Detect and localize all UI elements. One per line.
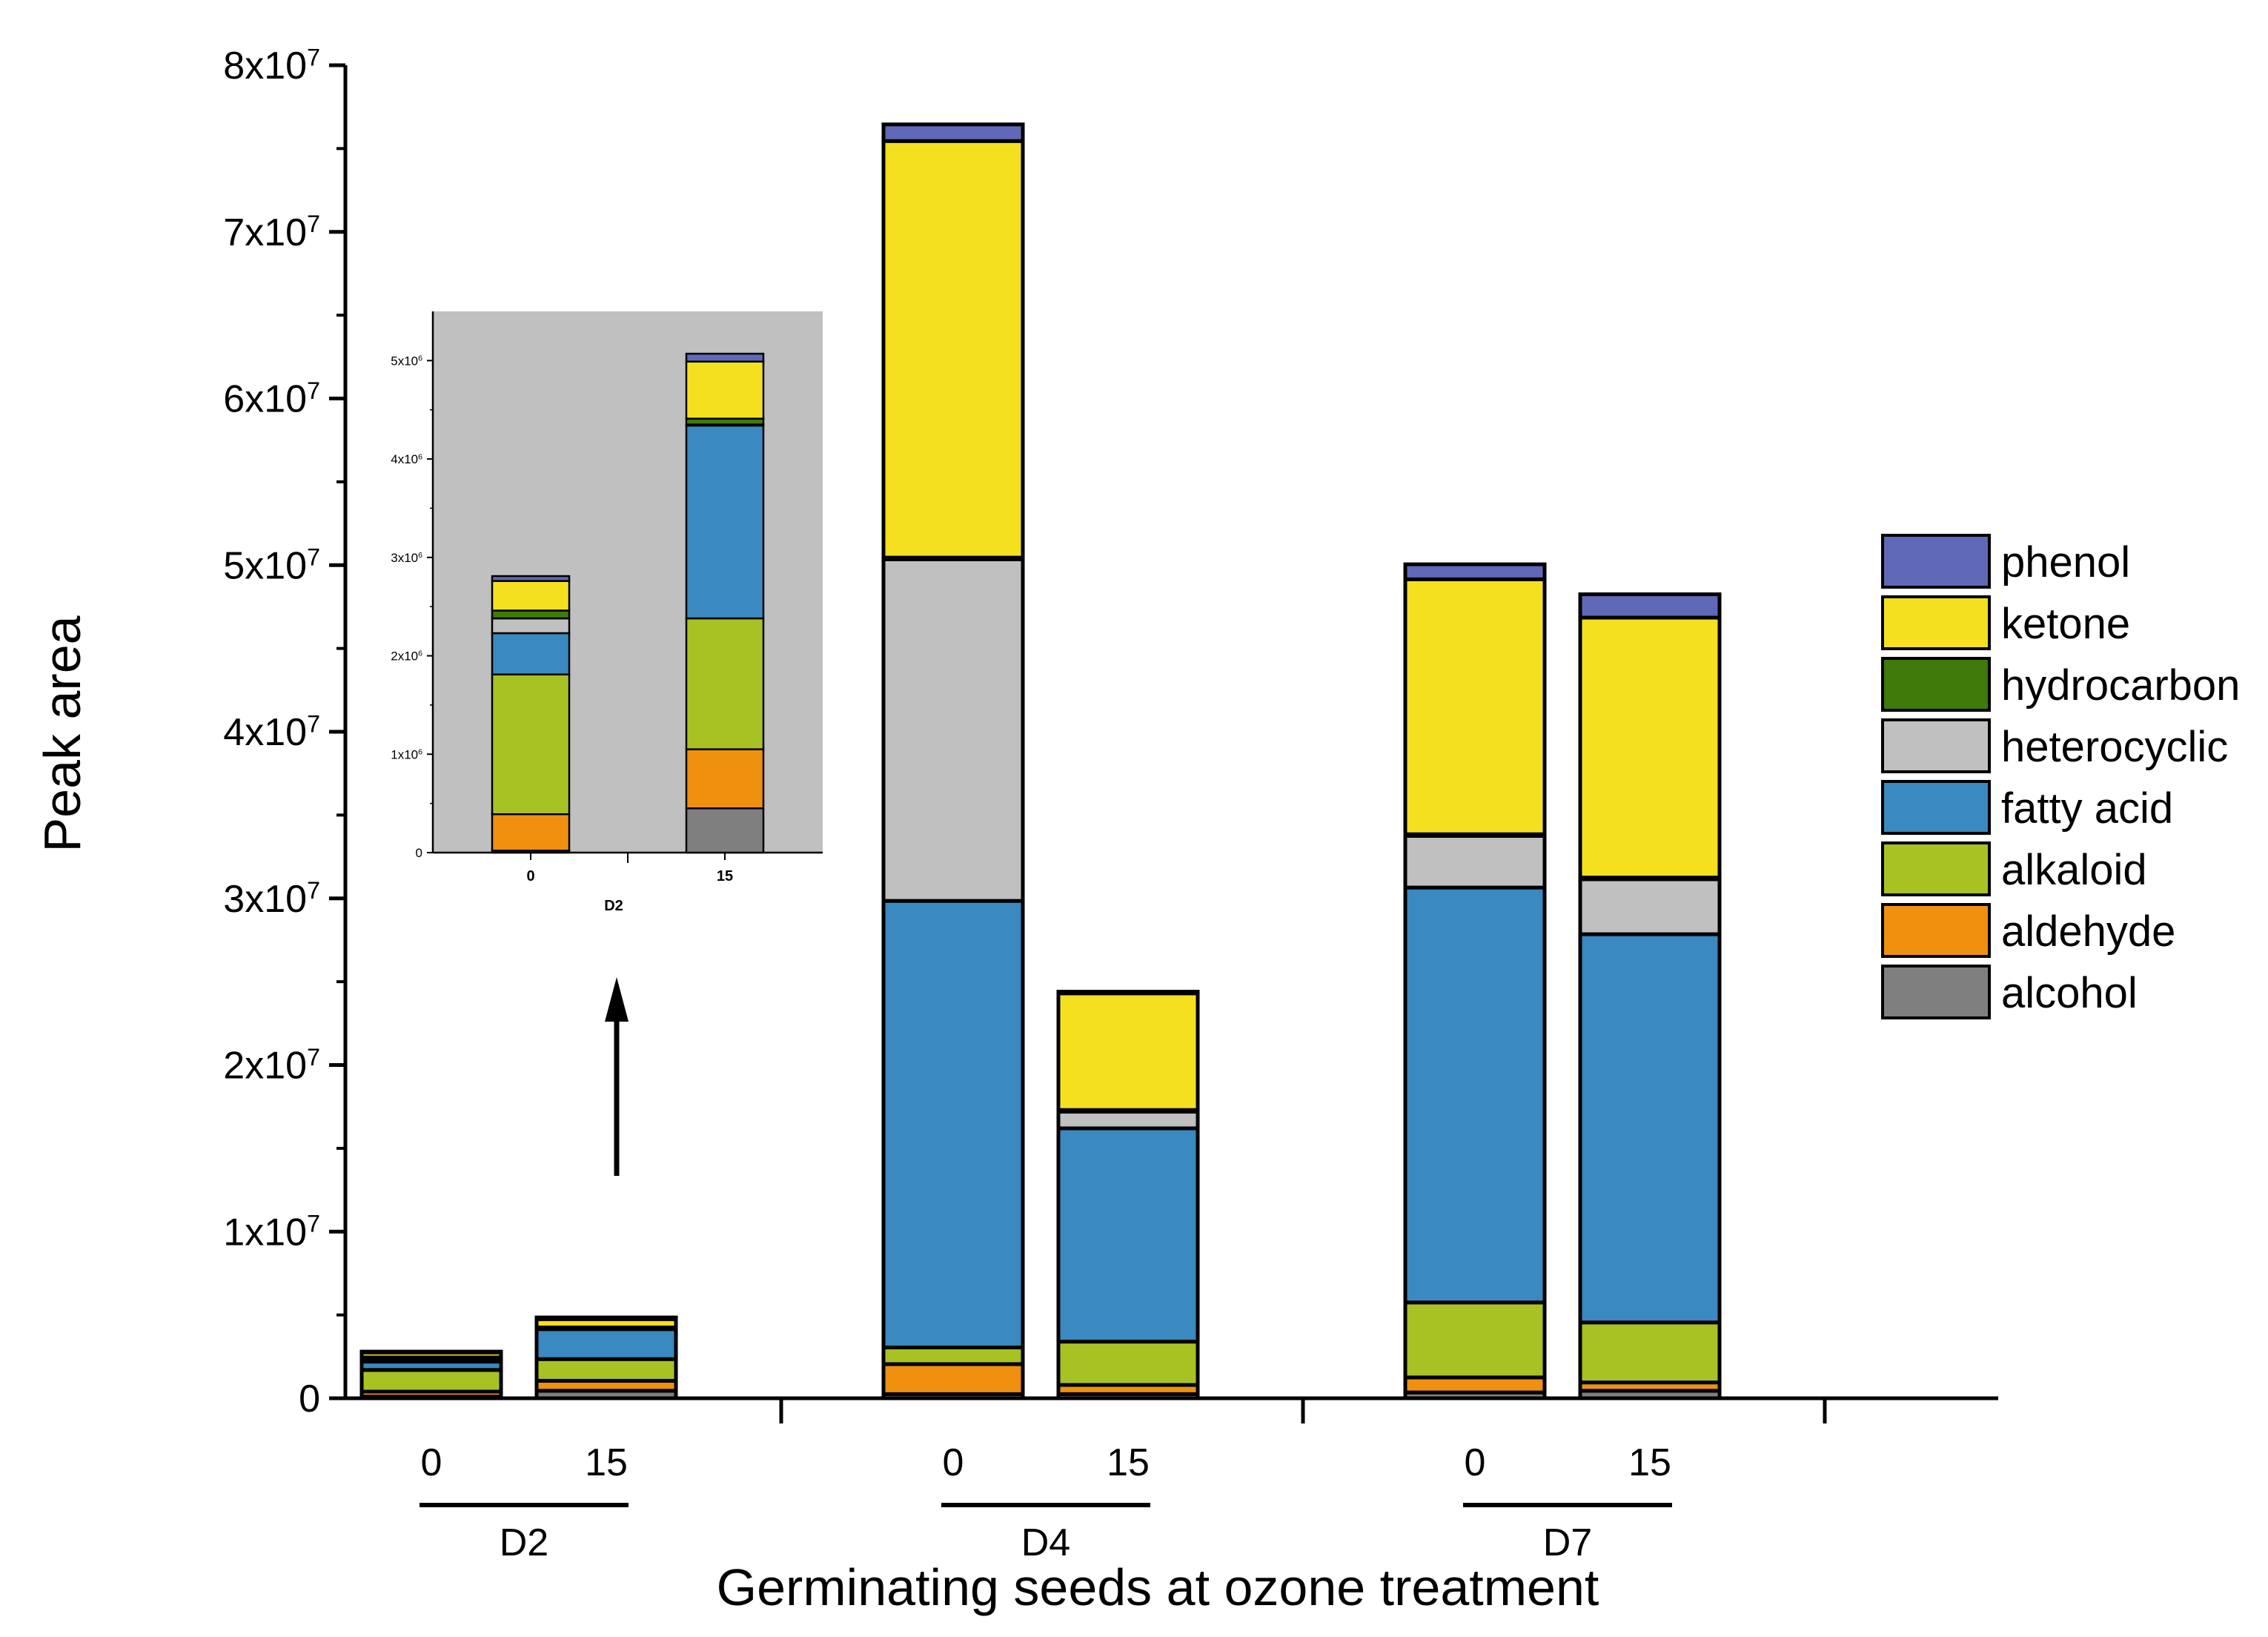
inset-x-tick-label: 0: [526, 868, 534, 884]
inset-bar-segment: [491, 673, 571, 816]
bar-segment: [1578, 1320, 1722, 1385]
y-tick-label: 0: [299, 1378, 320, 1421]
bar-segment: [1056, 1126, 1200, 1344]
arrow-head: [605, 977, 629, 1022]
inset-y-tick-label: 1x106: [391, 747, 422, 761]
inset-y-tick-label: 3x106: [391, 551, 422, 565]
inset-bar-segment: [491, 580, 571, 612]
bar-segment: [881, 1345, 1025, 1366]
inset-bar-segment: [685, 807, 765, 854]
inset-y-tick-label: 4x106: [391, 452, 422, 466]
bar-segment: [534, 1315, 678, 1321]
bar-segment: [1056, 1340, 1200, 1387]
x-tick-label: 0: [421, 1441, 442, 1484]
bar-segment: [881, 1362, 1025, 1396]
y-tick-label: 6x107: [223, 377, 320, 421]
group-label: D4: [1021, 1521, 1070, 1564]
bar-segment: [1403, 1300, 1547, 1380]
inset-bar-segment: [685, 352, 765, 363]
x-tick-label: 15: [585, 1441, 628, 1484]
legend-swatch: [1881, 595, 1991, 650]
bar-segment: [881, 557, 1025, 903]
bar-segment: [881, 899, 1025, 1349]
y-tick-label: 4x107: [223, 710, 320, 754]
legend-swatch: [1881, 903, 1991, 958]
x-tick-label: 0: [943, 1441, 964, 1484]
y-tick-label: 1x107: [223, 1211, 320, 1254]
bar-segment: [1056, 990, 1200, 996]
bar-segment: [1056, 1109, 1200, 1131]
y-axis-title: Peak area: [33, 615, 91, 852]
legend-label: alcohol: [2001, 969, 2138, 1017]
legend-swatch: [1881, 718, 1991, 773]
bar-segment: [1403, 577, 1547, 836]
bars: [359, 122, 1722, 1400]
bar-segment: [1403, 562, 1547, 581]
inset-chart: 0 1x106 2x106 3x106 4x106 5x106 0 15 D2: [391, 311, 823, 914]
y-tick-label: 3x107: [223, 877, 320, 921]
legend-swatch: [1881, 780, 1991, 835]
group-label: D2: [500, 1521, 548, 1564]
bar-segment: [1403, 885, 1547, 1305]
x-tick-label: 15: [1107, 1441, 1150, 1484]
inset-y-tick-label: 0: [416, 846, 422, 860]
legend-swatch: [1881, 534, 1991, 589]
inset-bar-segment: [491, 617, 571, 635]
legend-swatch: [1881, 841, 1991, 896]
bar-segment: [534, 1357, 678, 1383]
inset-group-label: D2: [604, 898, 623, 914]
legend-label: phenol: [2001, 538, 2130, 586]
bar-segment: [359, 1368, 503, 1394]
inset-bar-segment: [491, 632, 571, 676]
legend-label: aldehyde: [2001, 907, 2175, 956]
annotations: [605, 977, 629, 1176]
inset-bar-segment: [491, 813, 571, 852]
legend: phenol ketone hydrocarbon heterocyclic fatty…: [1881, 534, 2240, 1019]
bar-segment: [534, 1327, 678, 1361]
bar-segment: [1578, 932, 1722, 1325]
bar-segment: [1403, 1375, 1547, 1395]
bar-segment: [1403, 833, 1547, 890]
legend-label: heterocyclic: [2001, 723, 2228, 771]
bar-segment: [1578, 877, 1722, 936]
bar-segment: [881, 139, 1025, 560]
x-axis-title: Germinating seeds at ozone treatment: [717, 1558, 1599, 1616]
inset-bar-segment: [491, 609, 571, 620]
inset-bar-segment: [685, 617, 765, 750]
y-tick-label: 5x107: [223, 544, 320, 588]
inset-bar-segment: [685, 748, 765, 810]
inset-x-tick-label: 15: [717, 868, 733, 884]
legend-label: hydrocarbon: [2001, 661, 2240, 710]
y-tick-label: 8x107: [223, 44, 320, 87]
legend-swatch: [1881, 657, 1991, 712]
x-tick-label: 0: [1465, 1441, 1486, 1484]
inset-bar-segment: [491, 575, 571, 582]
bar-segment: [1578, 592, 1722, 620]
bar-segment: [1056, 991, 1200, 1112]
legend-label: ketone: [2001, 600, 2130, 648]
x-tick-label: 15: [1628, 1441, 1671, 1484]
inset-y-tick-label: 2x106: [391, 649, 422, 664]
inset-bar-segment: [685, 360, 765, 420]
y-tick-label: 7x107: [223, 211, 320, 254]
y-tick-label: 2x107: [223, 1044, 320, 1088]
bar-segment: [881, 122, 1025, 143]
bar-segment: [1578, 615, 1722, 880]
legend-label: fatty acid: [2001, 784, 2173, 833]
inset-y-tick-label: 5x106: [391, 354, 422, 368]
legend-label: alkaloid: [2001, 846, 2147, 894]
group-label: D7: [1543, 1521, 1592, 1564]
legend-swatch: [1881, 965, 1991, 1019]
inset-bar-segment: [685, 424, 765, 620]
